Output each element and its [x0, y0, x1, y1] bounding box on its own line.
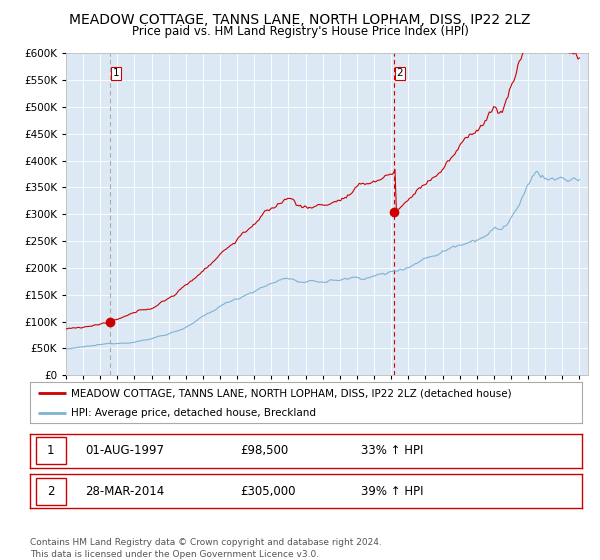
Text: HPI: Average price, detached house, Breckland: HPI: Average price, detached house, Brec… — [71, 408, 316, 418]
Text: Contains HM Land Registry data © Crown copyright and database right 2024.
This d: Contains HM Land Registry data © Crown c… — [30, 538, 382, 559]
Text: MEADOW COTTAGE, TANNS LANE, NORTH LOPHAM, DISS, IP22 2LZ (detached house): MEADOW COTTAGE, TANNS LANE, NORTH LOPHAM… — [71, 389, 512, 398]
Text: 01-AUG-1997: 01-AUG-1997 — [85, 444, 164, 458]
Bar — [35, 478, 66, 505]
Text: 33% ↑ HPI: 33% ↑ HPI — [361, 444, 424, 458]
Bar — [35, 437, 66, 464]
Text: 2: 2 — [397, 68, 403, 78]
Text: 2: 2 — [47, 484, 54, 498]
Text: 1: 1 — [113, 68, 119, 78]
Text: £305,000: £305,000 — [240, 484, 295, 498]
Text: £98,500: £98,500 — [240, 444, 288, 458]
Text: Price paid vs. HM Land Registry's House Price Index (HPI): Price paid vs. HM Land Registry's House … — [131, 25, 469, 38]
Text: 1: 1 — [47, 444, 54, 458]
Text: 39% ↑ HPI: 39% ↑ HPI — [361, 484, 424, 498]
Text: 28-MAR-2014: 28-MAR-2014 — [85, 484, 164, 498]
Text: MEADOW COTTAGE, TANNS LANE, NORTH LOPHAM, DISS, IP22 2LZ: MEADOW COTTAGE, TANNS LANE, NORTH LOPHAM… — [69, 13, 531, 27]
